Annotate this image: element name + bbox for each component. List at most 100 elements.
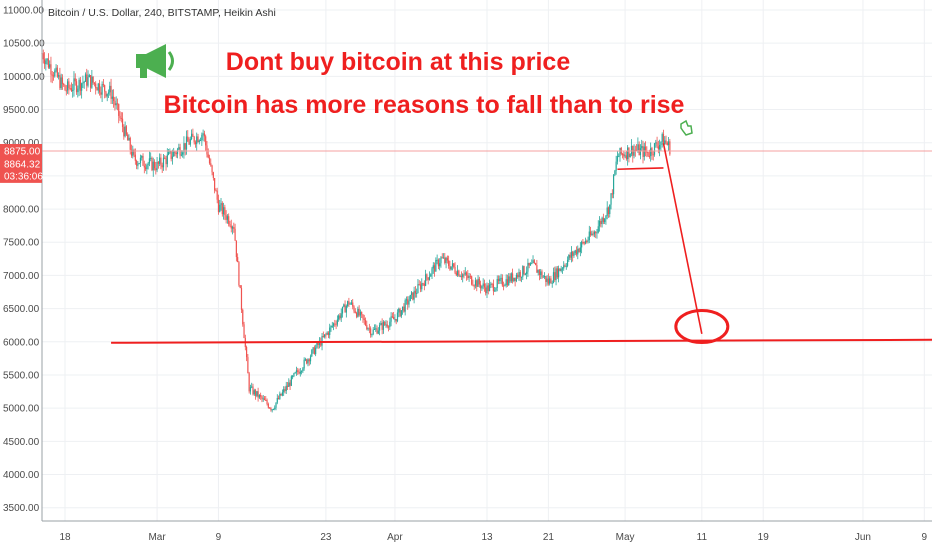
candle-body — [150, 157, 152, 159]
candle-body — [636, 149, 638, 151]
candle-body — [147, 163, 149, 166]
candle-body — [389, 321, 391, 328]
candle-body — [184, 143, 186, 150]
candle-body — [370, 328, 372, 336]
candle-body — [225, 215, 227, 220]
candle-body — [233, 227, 235, 229]
candle-body — [646, 151, 648, 153]
candle-body — [566, 259, 569, 266]
candle-body — [331, 325, 333, 327]
x-tick-label: 13 — [481, 532, 493, 543]
candle-body — [540, 271, 542, 275]
candle-body — [130, 149, 133, 156]
y-tick-label: 6000.00 — [3, 337, 40, 348]
candle-body — [612, 175, 615, 195]
candle-body — [662, 134, 665, 145]
candle-body — [550, 278, 552, 284]
candle-body — [304, 359, 307, 361]
candle-body — [578, 248, 580, 253]
candle-body — [455, 272, 457, 276]
candle-body — [473, 285, 475, 287]
candle-body — [272, 408, 275, 410]
candle-body — [630, 145, 633, 154]
candle-body — [381, 322, 383, 330]
candle-body — [652, 154, 654, 156]
candle-body — [450, 266, 452, 270]
candle-body — [432, 265, 434, 269]
x-tick-label: May — [616, 532, 635, 543]
candle-body — [109, 85, 111, 93]
candle-body — [402, 306, 404, 311]
candle-body — [280, 393, 282, 396]
candle-body — [50, 64, 52, 75]
price-tag-bg — [0, 168, 42, 183]
candle-body — [87, 77, 89, 86]
candle-body — [367, 328, 369, 330]
candle-body — [252, 386, 254, 395]
candle-body — [215, 190, 217, 192]
candle-body — [431, 268, 433, 275]
candle-body — [500, 277, 502, 279]
candle-body — [552, 272, 555, 283]
candle-body — [311, 349, 313, 357]
candle-body — [137, 163, 139, 166]
candle-body — [180, 154, 182, 156]
y-tick-label: 8000.00 — [3, 205, 40, 216]
candle-body — [509, 276, 511, 282]
candle-body — [456, 270, 459, 276]
candle-body — [315, 347, 317, 355]
candle-body — [101, 84, 103, 95]
candle-body — [193, 136, 195, 143]
candle-body — [178, 147, 180, 150]
candle-body — [170, 150, 172, 159]
candle-body — [428, 276, 431, 280]
candle-body — [92, 76, 94, 83]
candle-body — [276, 398, 278, 403]
candle-body — [93, 82, 96, 84]
candle-body — [283, 389, 285, 393]
candle-body — [175, 152, 177, 155]
candle-body — [467, 275, 469, 278]
candle-body — [220, 203, 222, 205]
candle-body — [386, 324, 388, 327]
candle-body — [123, 126, 125, 137]
candle-body — [321, 336, 323, 346]
candle-body — [659, 144, 661, 150]
candle-body — [409, 294, 411, 302]
x-tick-label: 23 — [320, 532, 332, 543]
candle-body — [441, 257, 443, 259]
candle-body — [47, 58, 49, 68]
candle-body — [303, 359, 305, 369]
candle-body — [444, 257, 446, 263]
candle-body — [188, 141, 190, 145]
candle-body — [572, 251, 574, 256]
candle-body — [609, 204, 611, 215]
candle-body — [141, 155, 143, 158]
candle-body — [160, 157, 162, 166]
candle-body — [73, 78, 75, 90]
candle-body — [359, 311, 362, 316]
candle-body — [460, 276, 463, 278]
candle-body — [449, 265, 451, 270]
candle-body — [292, 376, 294, 378]
candle-body — [275, 402, 277, 408]
megaphone-icon — [136, 44, 174, 78]
x-tick-label: 11 — [697, 532, 708, 543]
candle-body — [202, 133, 204, 135]
candle-body — [508, 276, 510, 286]
candle-body — [474, 280, 477, 286]
candle-body — [194, 142, 197, 145]
candle-body — [45, 60, 47, 65]
candle-body — [226, 216, 229, 220]
candle-body — [639, 148, 642, 156]
candle-body — [494, 290, 496, 292]
candle-body — [286, 385, 289, 387]
candle-body — [124, 126, 126, 137]
candle-body — [477, 278, 479, 287]
candle-body — [362, 314, 364, 319]
candle-body — [396, 312, 399, 322]
candle-body — [437, 259, 440, 267]
candle-body — [70, 88, 73, 91]
candle-body — [589, 231, 592, 236]
